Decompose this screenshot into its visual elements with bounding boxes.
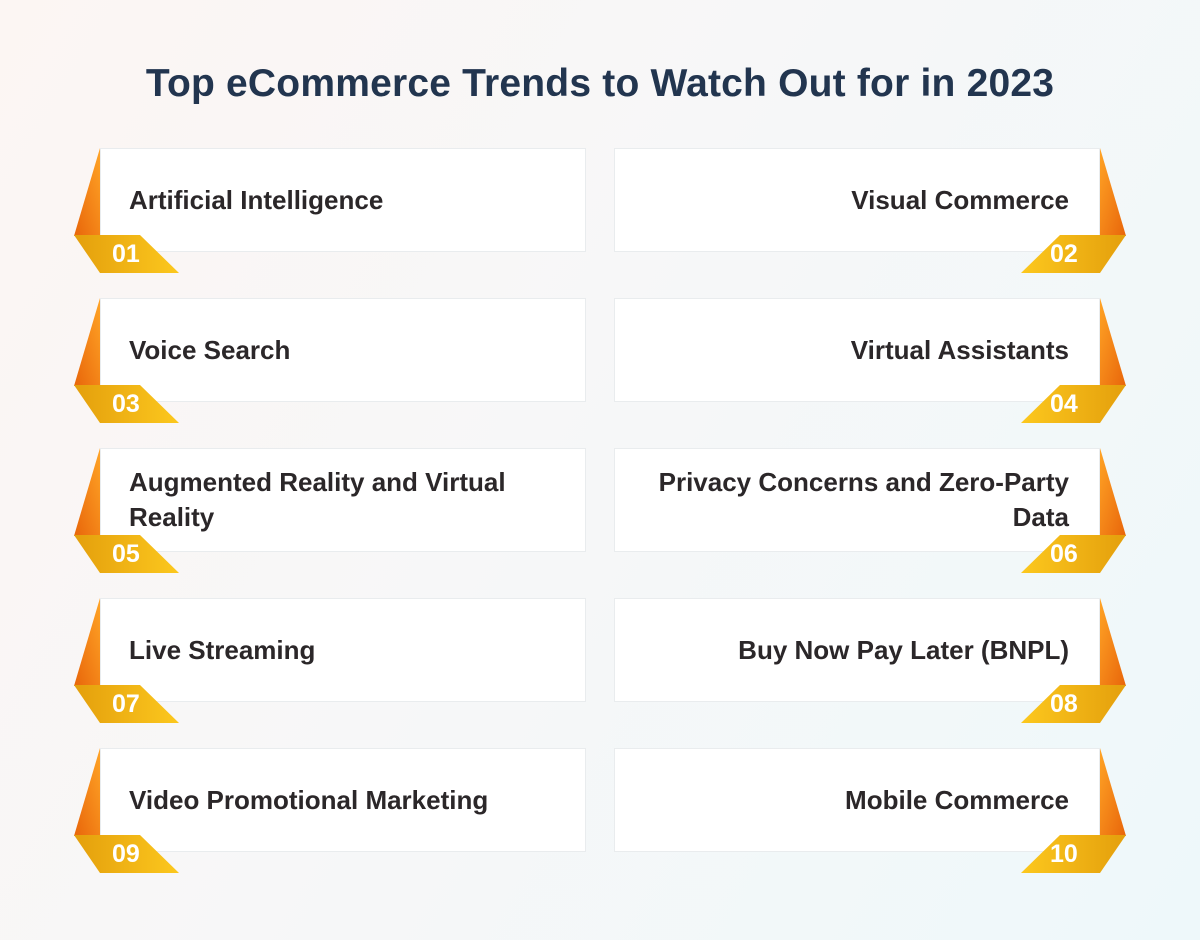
orange-flap-icon [74, 448, 100, 536]
number-badge-icon [1021, 835, 1126, 873]
trend-label: Live Streaming [129, 634, 316, 665]
trend-card: Video Promotional Marketing [100, 748, 586, 852]
trend-card: Augmented Reality and Virtual Reality [100, 448, 586, 552]
trend-card: Privacy Concerns and Zero-Party Data [614, 448, 1100, 552]
orange-flap-icon [1100, 298, 1126, 386]
orange-flap-icon [1100, 598, 1126, 686]
number-badge-icon [74, 535, 179, 573]
number-badge-icon [74, 385, 179, 423]
trend-number: 07 [112, 690, 140, 718]
trend-item-10: Mobile Commerce 10 [614, 748, 1174, 878]
trend-label: Video Promotional Marketing [129, 784, 489, 815]
trend-card: Live Streaming [100, 598, 586, 702]
trend-item-09: Video Promotional Marketing 09 [74, 748, 634, 878]
trend-item-04: Virtual Assistants 04 [614, 298, 1174, 428]
orange-flap-icon [1100, 148, 1126, 236]
trend-label: Artificial Intelligence [129, 184, 384, 215]
trend-number: 10 [1050, 840, 1078, 868]
trend-card: Buy Now Pay Later (BNPL) [614, 598, 1100, 702]
trend-number: 03 [112, 390, 140, 418]
trend-label: Visual Commerce [851, 184, 1069, 215]
trend-number: 01 [112, 240, 140, 268]
trend-card: Visual Commerce [614, 148, 1100, 252]
trend-item-08: Buy Now Pay Later (BNPL) 08 [614, 598, 1174, 728]
trend-label: Mobile Commerce [845, 784, 1069, 815]
trend-label: Voice Search [129, 334, 291, 365]
orange-flap-icon [74, 298, 100, 386]
number-badge-icon [74, 685, 179, 723]
number-badge-icon [74, 835, 179, 873]
trend-item-02: Visual Commerce 02 [614, 148, 1174, 278]
orange-flap-icon [74, 148, 100, 236]
orange-flap-icon [1100, 448, 1126, 536]
orange-flap-icon [1100, 748, 1126, 836]
trend-number: 06 [1050, 540, 1078, 568]
number-badge-icon [1021, 685, 1126, 723]
orange-flap-icon [74, 748, 100, 836]
trend-number: 02 [1050, 240, 1078, 268]
trend-item-05: Augmented Reality and Virtual Reality 05 [74, 448, 634, 578]
trend-label: Buy Now Pay Later (BNPL) [738, 634, 1069, 665]
trend-item-07: Live Streaming 07 [74, 598, 634, 728]
trend-label: Virtual Assistants [850, 334, 1069, 365]
trend-number: 04 [1050, 390, 1078, 418]
trend-number: 08 [1050, 690, 1078, 718]
trend-label: Augmented Reality and Virtual Reality [129, 467, 506, 532]
trend-card: Virtual Assistants [614, 298, 1100, 402]
number-badge-icon [1021, 385, 1126, 423]
trend-item-06: Privacy Concerns and Zero-Party Data 06 [614, 448, 1174, 578]
trend-card: Voice Search [100, 298, 586, 402]
trend-item-03: Voice Search 03 [74, 298, 634, 428]
trend-label: Privacy Concerns and Zero-Party Data [658, 467, 1069, 532]
number-badge-icon [1021, 535, 1126, 573]
trend-number: 09 [112, 840, 140, 868]
number-badge-icon [1021, 235, 1126, 273]
number-badge-icon [74, 235, 179, 273]
trend-card: Artificial Intelligence [100, 148, 586, 252]
orange-flap-icon [74, 598, 100, 686]
trend-card: Mobile Commerce [614, 748, 1100, 852]
trend-number: 05 [112, 540, 140, 568]
page-title: Top eCommerce Trends to Watch Out for in… [145, 62, 1055, 105]
trend-item-01: Artificial Intelligence 01 [74, 148, 634, 278]
